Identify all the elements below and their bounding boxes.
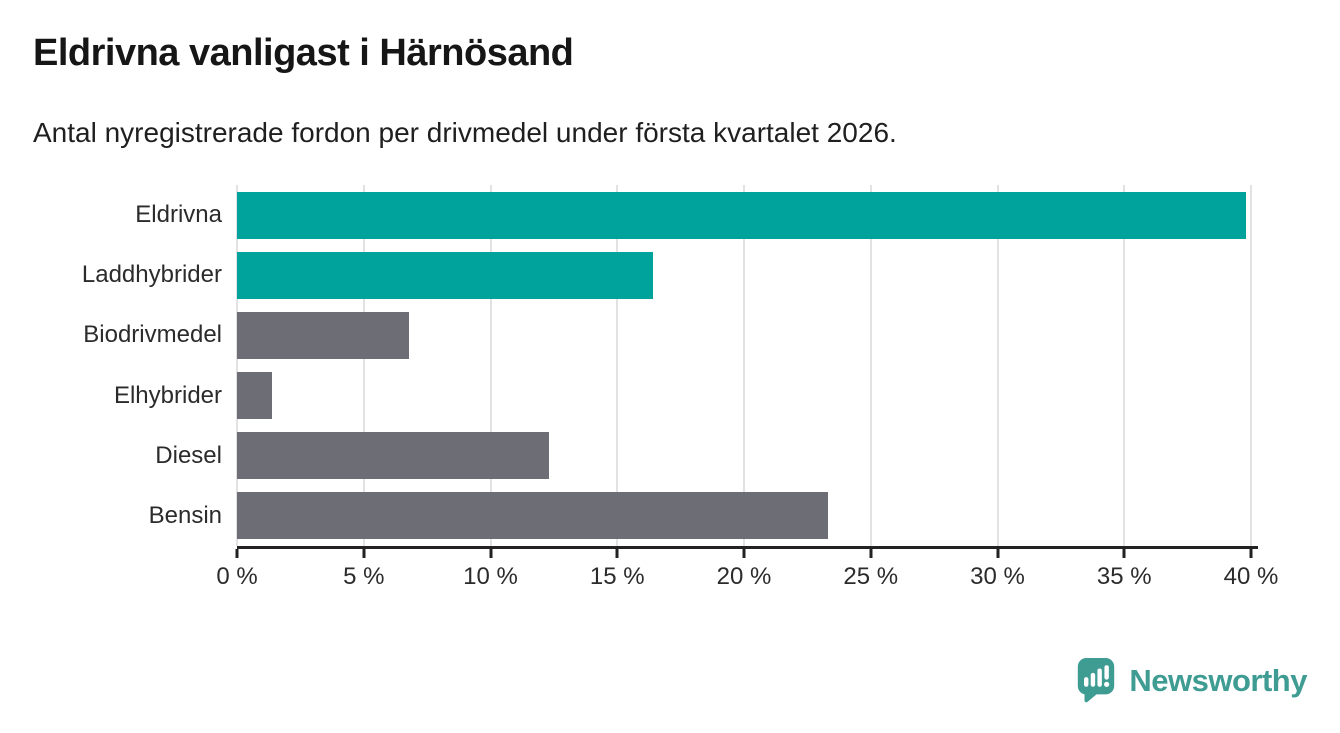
bar-laddhybrider <box>237 251 653 299</box>
bar-track <box>237 372 1251 420</box>
bar-row-laddhybrider: Laddhybrider <box>0 245 1340 305</box>
x-axis-tick-30 <box>996 549 999 558</box>
x-axis-tick-10 <box>489 549 492 558</box>
category-label-biodrivmedel: Biodrivmedel <box>83 321 222 349</box>
bar-track <box>237 311 1251 359</box>
gridline-15 <box>616 185 619 546</box>
bar-diesel <box>237 432 549 480</box>
logo-mini-bar-2 <box>1091 672 1096 687</box>
newsworthy-chart-bubble-icon <box>1078 658 1115 703</box>
gridline-10 <box>489 185 492 546</box>
x-axis-tick-label-0: 0 % <box>216 563 258 590</box>
gridlines-layer <box>236 185 1252 546</box>
x-axis-tick-label-40: 40 % <box>1223 563 1279 590</box>
category-label-elhybrider: Elhybrider <box>113 381 222 409</box>
bar-row-elhybrider: Elhybrider <box>0 366 1340 426</box>
x-axis-tick-0 <box>235 549 239 558</box>
gridline-25 <box>869 185 872 546</box>
bar-eldrivna <box>237 191 1246 239</box>
bar-row-bensin: Bensin <box>0 486 1340 546</box>
category-label-bensin: Bensin <box>148 501 222 529</box>
logo-mini-bar-1 <box>1084 677 1089 687</box>
x-axis-tick-15 <box>615 549 619 558</box>
bar-chart: Eldrivna Laddhybrider Biodrivmedel Elhybrid… <box>0 185 1340 605</box>
bar-track <box>237 492 1251 540</box>
logo-mini-bar-3 <box>1097 668 1103 687</box>
chart-subtitle: Antal nyregistrerade fordon per drivmede… <box>33 117 897 148</box>
x-axis-tick-label-30: 30 % <box>970 563 1025 590</box>
bar-biodrivmedel <box>237 311 410 359</box>
x-axis-tick-label-10: 10 % <box>463 563 518 590</box>
bar-elhybrider <box>237 372 273 420</box>
category-label-diesel: Diesel <box>155 441 222 469</box>
x-axis-tick-label-35: 35 % <box>1096 563 1152 590</box>
x-axis-tick-label-20: 20 % <box>716 563 772 590</box>
x-axis-tick-label-15: 15 % <box>589 563 645 590</box>
gridline-40 <box>1250 185 1252 546</box>
logo-bubble-shape <box>1078 658 1115 703</box>
bar-rows: Eldrivna Laddhybrider Biodrivmedel Elhybrid… <box>0 185 1340 546</box>
bar-track <box>237 432 1251 480</box>
bar-track <box>237 191 1251 239</box>
x-axis-line <box>237 546 1258 549</box>
newsworthy-logo: Newsworthy <box>1073 655 1307 707</box>
bar-bensin <box>237 492 828 540</box>
logo-exclamation-dot <box>1104 681 1110 687</box>
x-axis-tick-40 <box>1249 549 1253 558</box>
x-axis-tick-label-25: 25 % <box>843 563 899 590</box>
gridline-30 <box>996 185 999 546</box>
gridline-5 <box>362 185 365 546</box>
logo-exclamation-stroke <box>1104 665 1110 680</box>
x-axis-tick-5 <box>362 549 366 558</box>
bar-track <box>237 251 1251 299</box>
gridline-20 <box>743 185 745 546</box>
x-axis-tick-20 <box>742 549 746 558</box>
gridline-35 <box>1123 185 1126 546</box>
category-label-laddhybrider: Laddhybrider <box>81 261 222 289</box>
x-axis-tick-25 <box>869 549 873 558</box>
newsworthy-logo-text: Newsworthy <box>1129 663 1307 698</box>
bar-row-diesel: Diesel <box>0 426 1340 486</box>
bar-row-eldrivna: Eldrivna <box>0 185 1340 245</box>
chart-title: Eldrivna vanligast i Härnösand <box>33 32 574 74</box>
category-label-eldrivna: Eldrivna <box>135 201 222 229</box>
gridline-0 <box>236 185 238 546</box>
x-axis-tick-label-5: 5 % <box>343 563 385 590</box>
x-axis-tick-35 <box>1122 549 1126 558</box>
bar-row-biodrivmedel: Biodrivmedel <box>0 305 1340 365</box>
